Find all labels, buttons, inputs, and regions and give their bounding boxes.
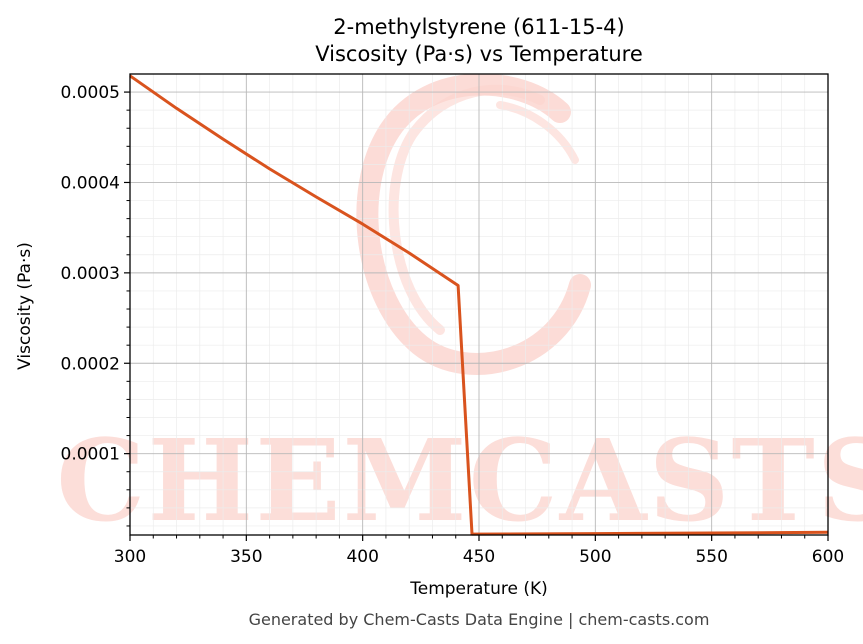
y-axis-label: Viscosity (Pa·s) <box>15 242 35 370</box>
series-layer <box>129 74 829 536</box>
chart-title-line1: 2-methylstyrene (611-15-4) <box>333 15 624 39</box>
y-tick-label: 0.0004 <box>61 173 120 193</box>
y-tick-label: 0.0001 <box>61 445 120 465</box>
y-axis: 0.0001 0.0002 0.0003 0.0004 0.0005 <box>61 83 130 527</box>
watermark-text: CHEMCASTS <box>56 416 863 547</box>
x-axis-label: Temperature (K) <box>409 579 548 599</box>
x-tick-label: 600 <box>812 547 844 567</box>
footer-credit: Generated by Chem-Casts Data Engine | ch… <box>249 610 710 629</box>
x-tick-label: 350 <box>230 547 262 567</box>
chart-title-line2: Viscosity (Pa·s) vs Temperature <box>315 42 643 66</box>
y-tick-label: 0.0005 <box>61 83 120 103</box>
x-tick-label: 550 <box>695 547 727 567</box>
x-tick-label: 400 <box>346 547 378 567</box>
y-tick-label: 0.0003 <box>61 264 120 284</box>
x-tick-label: 450 <box>463 547 495 567</box>
x-tick-label: 300 <box>114 547 146 567</box>
watermark: CHEMCASTS <box>56 73 863 547</box>
x-tick-label: 500 <box>579 547 611 567</box>
series-line <box>129 74 829 536</box>
x-axis: 300 350 400 450 500 550 600 <box>114 535 844 567</box>
watermark-swirl-icon <box>356 73 591 375</box>
y-tick-label: 0.0002 <box>61 354 120 374</box>
